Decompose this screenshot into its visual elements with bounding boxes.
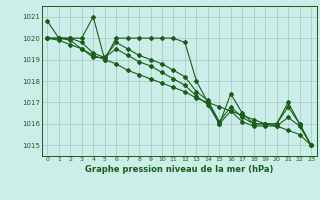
X-axis label: Graphe pression niveau de la mer (hPa): Graphe pression niveau de la mer (hPa) (85, 165, 273, 174)
